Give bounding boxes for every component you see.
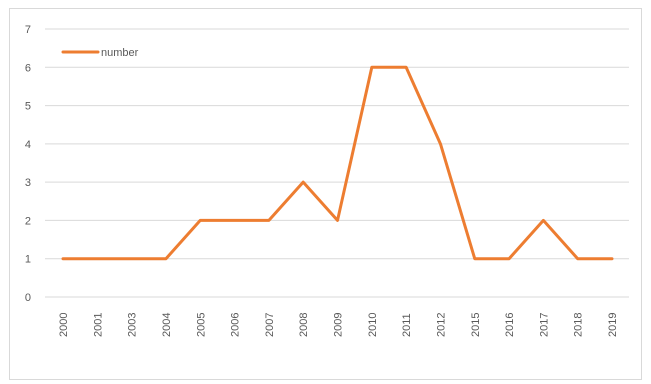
y-tick-label: 3 [25, 177, 31, 189]
series-line-number [61, 65, 614, 261]
x-tick-label: 2017 [538, 313, 550, 337]
x-tick-label: 2018 [573, 313, 585, 337]
x-tick-label: 2001 [92, 313, 104, 337]
x-tick-label: 2010 [367, 313, 379, 337]
x-tick-label: 2009 [333, 313, 345, 337]
x-tick-label: 2016 [504, 313, 516, 337]
chart-frame [9, 8, 642, 380]
y-tick-label: 4 [25, 139, 31, 151]
x-tick-label: 2012 [435, 313, 447, 337]
y-axis-tick-labels: 0 1 2 3 4 5 6 7 [25, 24, 31, 304]
y-tick-label: 0 [25, 292, 31, 304]
y-tick-label: 1 [25, 254, 31, 266]
series-lines [61, 65, 614, 261]
x-tick-label: 2019 [607, 313, 619, 337]
x-tick-label: 2003 [127, 313, 139, 337]
x-tick-label: 2006 [230, 313, 242, 337]
x-tick-label: 2005 [195, 313, 207, 337]
y-tick-label: 7 [25, 24, 31, 36]
y-tick-label: 5 [25, 101, 31, 113]
gridlines [45, 28, 629, 298]
x-tick-label: 2004 [161, 313, 173, 337]
x-tick-label: 2008 [298, 313, 310, 337]
x-tick-label: 2015 [470, 313, 482, 337]
legend-label-number: number [101, 47, 139, 59]
x-tick-label: 2011 [401, 313, 413, 337]
legend: number [61, 47, 139, 59]
y-tick-label: 6 [25, 62, 31, 74]
y-tick-label: 2 [25, 215, 31, 227]
x-axis-tick-labels: 2000 2001 2003 2004 2005 2006 2007 2008 2009 2010… [58, 313, 619, 337]
x-tick-label: 2000 [58, 313, 70, 337]
x-tick-label: 2007 [264, 313, 276, 337]
